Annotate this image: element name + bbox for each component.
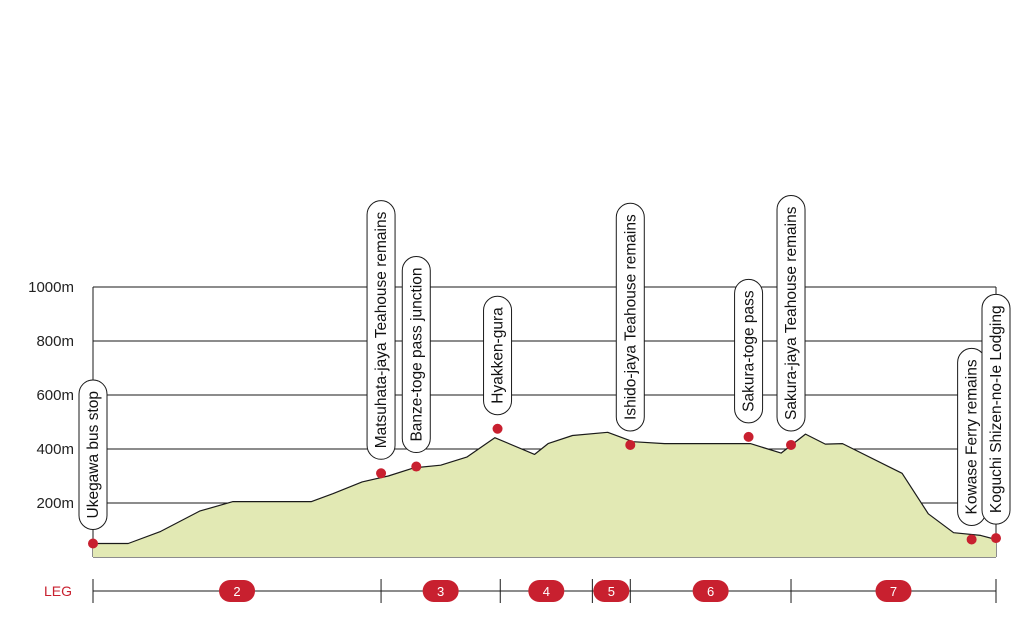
y-tick-label: 600m (36, 387, 74, 404)
waypoint-marker (376, 468, 387, 479)
waypoint-label: Banze-toge pass junction (401, 255, 431, 454)
leg-badge: 7 (875, 580, 912, 602)
waypoint-box (78, 379, 108, 530)
waypoint-box (615, 202, 645, 432)
leg-badge-pill (422, 580, 459, 602)
leg-label: LEG (44, 583, 72, 599)
elevation-area (93, 432, 996, 557)
waypoint-box (776, 195, 806, 432)
waypoint-marker (88, 538, 98, 549)
waypoint-name: Sakura-toge pass (741, 290, 758, 412)
waypoint-name: Banze-toge pass junction (408, 267, 425, 441)
leg-badge: 2 (219, 580, 256, 602)
leg-badge: 3 (422, 580, 459, 602)
waypoint-name: Ishido-jaya Teahouse remains (622, 214, 639, 420)
y-tick-label: 400m (36, 441, 74, 458)
y-tick-label: 800m (36, 333, 74, 350)
waypoint-label: Kowase Ferry remains (957, 347, 987, 526)
leg-badge: 6 (692, 580, 729, 602)
waypoint-label: Matsuhata-jaya Teahouse remains (366, 200, 396, 460)
leg-badge: 5 (593, 580, 630, 602)
waypoint-label: Sakura-jaya Teahouse remains (776, 195, 806, 432)
elevation-profile (93, 431, 997, 557)
y-tick-label: 200m (36, 495, 74, 512)
leg-badge-pill (875, 580, 912, 602)
waypoint-box (366, 200, 396, 460)
waypoint-box (483, 295, 513, 416)
waypoint-marker (411, 461, 422, 472)
waypoint-labels: Ukegawa bus stop Matsuhata-jaya Teahouse … (78, 195, 1011, 530)
waypoint-name: Sakura-jaya Teahouse remains (783, 206, 800, 420)
elevation-line (93, 431, 997, 545)
leg-number: 7 (890, 584, 897, 599)
waypoint-box (981, 293, 1011, 525)
waypoint-marker (991, 533, 1001, 544)
leg-number: 5 (608, 584, 615, 599)
leg-badge-pill (219, 580, 256, 602)
waypoint-label: Ishido-jaya Teahouse remains (615, 202, 645, 432)
waypoint-label: Sakura-toge pass (734, 278, 764, 424)
leg-badge-pill (593, 580, 630, 602)
waypoint-marker (492, 423, 503, 434)
waypoint-name: Hyakken-gura (490, 307, 507, 404)
waypoint-marker (743, 431, 754, 442)
waypoint-name: Ukegawa bus stop (85, 391, 102, 519)
waypoint-name: Matsuhata-jaya Teahouse remains (373, 211, 390, 448)
leg-number: 6 (707, 584, 714, 599)
waypoint-marker (786, 439, 797, 450)
waypoint-label: Ukegawa bus stop (78, 379, 108, 530)
waypoint-label: Koguchi Shizen-no-Ie Lodging (981, 293, 1011, 525)
leg-number: 4 (543, 584, 550, 599)
leg-badge: 4 (528, 580, 565, 602)
waypoint-marker (966, 534, 977, 545)
waypoint-name: Kowase Ferry remains (964, 359, 981, 514)
leg-badge-pill (692, 580, 729, 602)
waypoint-box (401, 255, 431, 454)
waypoint-label: Hyakken-gura (483, 295, 513, 416)
y-tick-label: 1000m (28, 279, 74, 296)
leg-badge-pill (528, 580, 565, 602)
waypoint-name: Koguchi Shizen-no-Ie Lodging (988, 305, 1005, 513)
leg-bar: LEG 2 3 4 5 6 7 (44, 579, 997, 603)
y-tick-labels: 200m 400m 600m 800m 1000m (28, 279, 74, 512)
leg-number: 3 (437, 584, 444, 599)
leg-number: 2 (233, 584, 240, 599)
waypoint-box (734, 278, 764, 424)
waypoint-marker (625, 439, 636, 450)
waypoint-markers (88, 423, 1001, 549)
